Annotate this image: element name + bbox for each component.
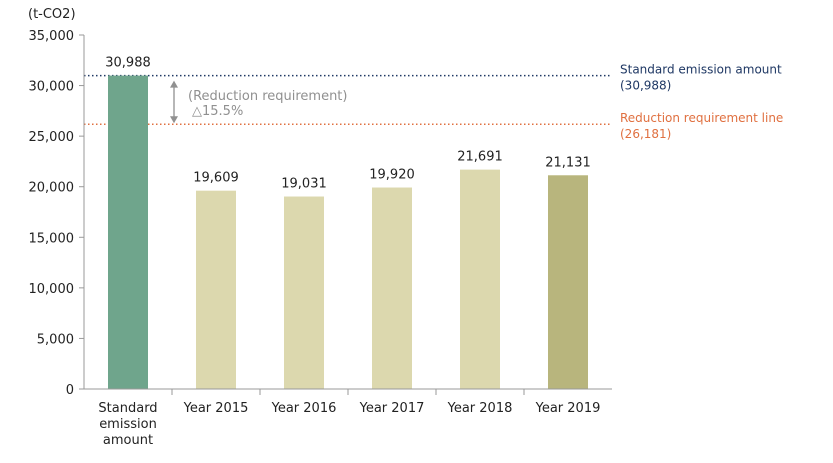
reference-lines: Standard emission amount (30,988) Reductio… (84, 63, 783, 141)
x-tick-label: Year 2016 (271, 401, 337, 416)
reference-line-label: Reduction requirement line (620, 111, 783, 125)
x-tick-label: Year 2019 (535, 401, 601, 416)
reduction-annotation: (Reduction requirement)△15.5% (170, 80, 347, 124)
bar-value-label: 30,988 (105, 56, 151, 71)
y-tick-label: 15,000 (29, 231, 75, 246)
x-tick-label: amount (103, 433, 153, 448)
annotation-arrow-head-up (170, 80, 178, 88)
unit-label: (t-CO2) (28, 7, 76, 22)
bars (108, 75, 588, 389)
y-tick-label: 0 (66, 383, 74, 398)
bar (548, 175, 588, 389)
bar-value-label: 19,031 (281, 177, 327, 192)
bar (196, 190, 236, 389)
y-tick-label: 35,000 (29, 29, 75, 44)
annotation-arrow-head-down (170, 116, 178, 124)
bar (108, 75, 148, 389)
reference-line-value: (30,988) (620, 79, 671, 93)
value-labels: 30,988 19,609 19,031 19,920 21,691 21,131 (105, 56, 591, 192)
y-tick-label: 30,000 (29, 80, 75, 95)
x-tick-label: Year 2018 (447, 401, 513, 416)
x-tick-label: Standard (98, 401, 157, 416)
bar-value-label: 19,609 (193, 171, 239, 186)
bar (284, 196, 324, 389)
bar-value-label: 21,131 (545, 155, 591, 170)
bar (460, 169, 500, 389)
x-tick-label: Year 2015 (183, 401, 249, 416)
bar-value-label: 21,691 (457, 150, 503, 165)
y-axis-ticks: 0 5,000 10,000 15,000 20,000 25,000 30,000 35,0… (29, 29, 84, 398)
annotation-label: (Reduction requirement) (188, 89, 347, 104)
y-tick-label: 10,000 (29, 282, 75, 297)
reference-line-value: (26,181) (620, 127, 671, 141)
x-tick-label: emission (99, 417, 157, 432)
annotation-percentage: △15.5% (192, 104, 243, 119)
x-tick-label: Year 2017 (359, 401, 425, 416)
y-tick-label: 5,000 (37, 332, 74, 347)
y-tick-label: 25,000 (29, 130, 75, 145)
bar (372, 187, 412, 389)
axes (83, 35, 612, 390)
y-tick-label: 20,000 (29, 181, 75, 196)
bar-value-label: 19,920 (369, 168, 415, 183)
reference-line-label: Standard emission amount (620, 63, 782, 77)
